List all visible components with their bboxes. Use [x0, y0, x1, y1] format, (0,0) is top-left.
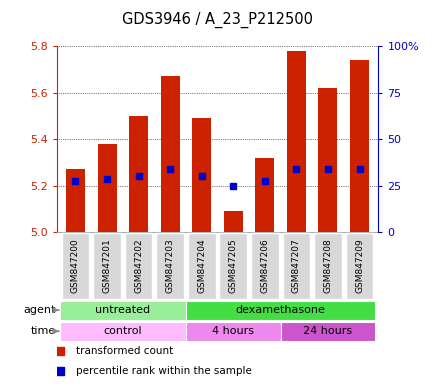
Text: GSM847200: GSM847200	[71, 238, 80, 293]
FancyBboxPatch shape	[93, 233, 121, 299]
Bar	[66, 169, 85, 232]
FancyBboxPatch shape	[219, 233, 247, 299]
Bar	[185, 322, 280, 341]
Bar	[286, 51, 305, 232]
Text: control: control	[103, 326, 142, 336]
FancyBboxPatch shape	[313, 233, 341, 299]
Text: agent: agent	[23, 305, 56, 315]
Bar	[185, 301, 375, 319]
Text: GSM847205: GSM847205	[228, 238, 237, 293]
Text: 4 hours: 4 hours	[212, 326, 254, 336]
Bar	[192, 118, 210, 232]
FancyBboxPatch shape	[62, 233, 89, 299]
Bar	[224, 211, 242, 232]
Text: GSM847203: GSM847203	[165, 238, 174, 293]
Text: 24 hours: 24 hours	[302, 326, 352, 336]
Text: time: time	[31, 326, 56, 336]
Bar	[160, 76, 179, 232]
FancyBboxPatch shape	[282, 233, 309, 299]
FancyBboxPatch shape	[187, 233, 215, 299]
Text: percentile rank within the sample: percentile rank within the sample	[76, 366, 251, 376]
Text: GSM847201: GSM847201	[102, 238, 111, 293]
Bar	[318, 88, 337, 232]
FancyBboxPatch shape	[345, 233, 372, 299]
Bar	[97, 144, 116, 232]
FancyBboxPatch shape	[125, 233, 152, 299]
FancyBboxPatch shape	[156, 233, 184, 299]
Bar	[280, 322, 375, 341]
Text: GSM847208: GSM847208	[323, 238, 332, 293]
Text: dexamethasone: dexamethasone	[235, 305, 325, 315]
Text: GSM847204: GSM847204	[197, 238, 206, 293]
Text: GSM847202: GSM847202	[134, 238, 143, 293]
Text: transformed count: transformed count	[76, 346, 173, 356]
Text: GDS3946 / A_23_P212500: GDS3946 / A_23_P212500	[122, 12, 312, 28]
Text: GSM847206: GSM847206	[260, 238, 269, 293]
Bar	[349, 60, 368, 232]
Text: GSM847209: GSM847209	[354, 238, 363, 293]
Text: GSM847207: GSM847207	[291, 238, 300, 293]
Bar	[255, 158, 274, 232]
Bar	[59, 322, 185, 341]
Bar	[59, 301, 185, 319]
Text: untreated: untreated	[95, 305, 150, 315]
Bar	[129, 116, 148, 232]
FancyBboxPatch shape	[250, 233, 278, 299]
